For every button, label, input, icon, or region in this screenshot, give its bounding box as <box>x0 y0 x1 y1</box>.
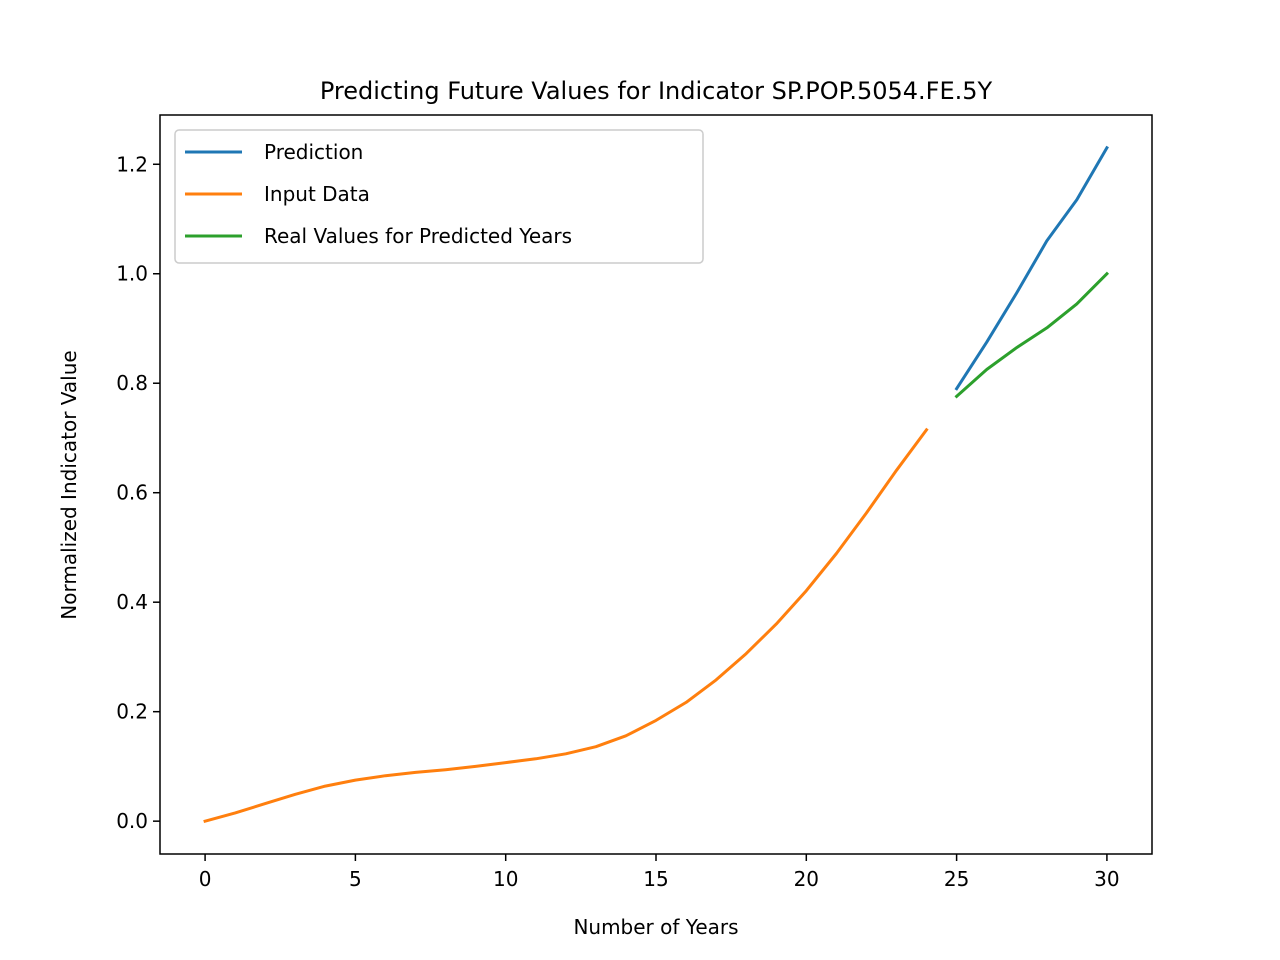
legend-label-0: Prediction <box>264 140 363 164</box>
series-line-1 <box>203 427 929 824</box>
x-axis-title: Number of Years <box>573 915 738 939</box>
x-axis: 0 5 10 15 20 25 30 <box>199 854 1120 891</box>
y-tick-label: 0.6 <box>116 481 148 505</box>
legend: Prediction Input Data Real Values for Pred… <box>174 129 704 264</box>
chart-title: Predicting Future Values for Indicator S… <box>320 77 993 105</box>
y-tick-label: 0.8 <box>116 371 148 395</box>
y-tick-label: 0.0 <box>116 809 148 833</box>
x-tick-label: 15 <box>643 867 668 891</box>
x-tick-label: 25 <box>944 867 969 891</box>
x-tick-label: 0 <box>199 867 212 891</box>
legend-label-2: Real Values for Predicted Years <box>264 224 572 248</box>
series-line-0 <box>954 145 1109 391</box>
y-tick-label: 1.0 <box>116 262 148 286</box>
y-axis-title: Normalized Indicator Value <box>57 350 81 619</box>
series-line-2 <box>954 271 1110 399</box>
y-axis: 0.0 0.2 0.4 0.6 0.8 1.0 1.2 <box>116 152 160 833</box>
x-tick-label: 20 <box>794 867 819 891</box>
legend-label-1: Input Data <box>264 182 370 206</box>
x-tick-label: 5 <box>349 867 362 891</box>
x-tick-label: 30 <box>1094 867 1119 891</box>
y-tick-label: 1.2 <box>116 152 148 176</box>
y-tick-label: 0.4 <box>116 590 148 614</box>
y-tick-label: 0.2 <box>116 700 148 724</box>
plot-lines <box>203 145 1110 824</box>
legend-box <box>174 129 704 264</box>
x-tick-label: 10 <box>493 867 518 891</box>
